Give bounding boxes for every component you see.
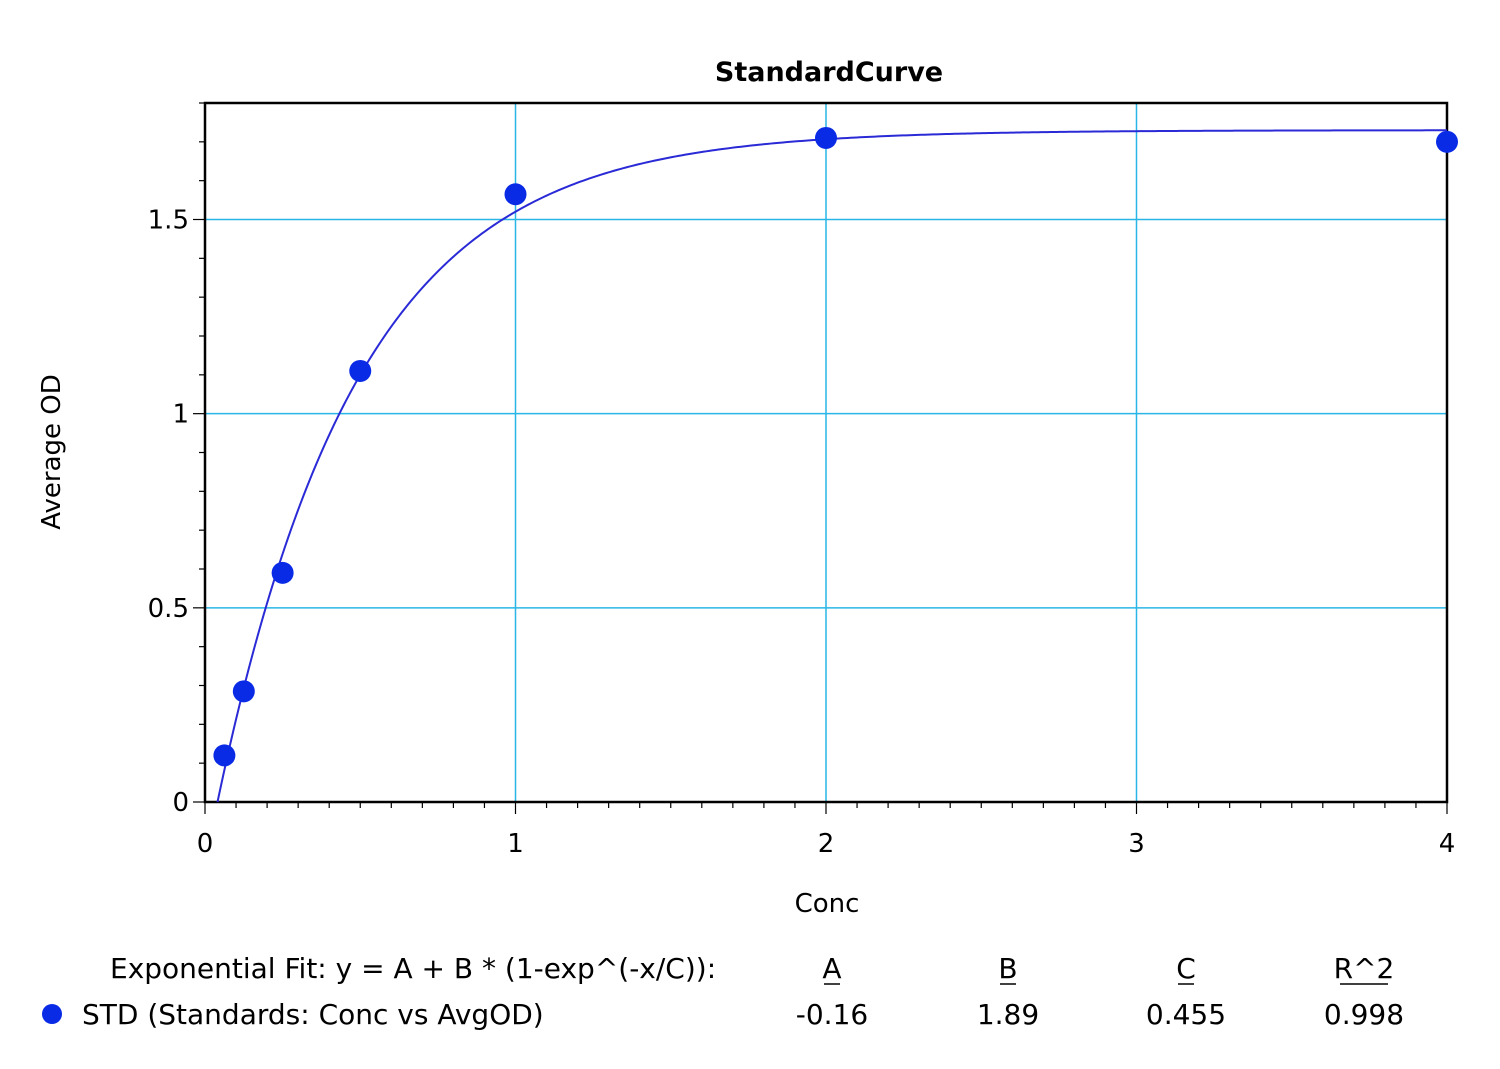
- fit-equation: Exponential Fit: y = A + B * (1-exp^(-x/…: [110, 952, 716, 985]
- data-points: [213, 126, 1458, 767]
- legend-series-label: STD (Standards: Conc vs AvgOD): [82, 998, 544, 1031]
- minor-ticks: [193, 102, 1448, 814]
- plot-area: [203, 101, 1449, 804]
- fit-curve: [216, 129, 1448, 803]
- y-tick-labels: 0 0.5 1 1.5: [148, 206, 189, 819]
- param-value: 0.455: [1146, 998, 1226, 1031]
- data-point: [504, 183, 527, 206]
- param-value: 1.89: [977, 998, 1039, 1031]
- param-header: C: [1176, 952, 1196, 985]
- legend-marker: [42, 1004, 62, 1024]
- chart-title: StandardCurve: [715, 57, 943, 88]
- x-tick-label: 4: [1439, 829, 1456, 859]
- param-value: 0.998: [1324, 998, 1404, 1031]
- y-axis-label: Average OD: [37, 374, 67, 530]
- param-value: -0.16: [796, 998, 868, 1031]
- data-point: [1436, 130, 1458, 153]
- param-header: A: [822, 952, 841, 985]
- x-tick-label: 0: [197, 829, 214, 859]
- x-tick-labels: 0 1 2 3 4: [197, 829, 1456, 859]
- y-tick-label: 1.5: [148, 206, 189, 236]
- x-axis-label: Conc: [795, 889, 860, 919]
- data-point: [232, 680, 255, 703]
- data-point: [349, 359, 372, 382]
- param-header: B: [998, 952, 1017, 985]
- param-header: R^2: [1334, 952, 1395, 985]
- y-tick-label: 0.5: [148, 594, 189, 624]
- grid: [205, 103, 1447, 802]
- fit-curve-group: [216, 129, 1448, 803]
- y-tick-label: 1: [172, 400, 189, 430]
- fit-parameter-headers: A B C R^2: [822, 952, 1394, 985]
- x-tick-label: 2: [818, 829, 835, 859]
- data-point: [815, 126, 837, 149]
- data-point: [271, 561, 294, 584]
- x-tick-label: 3: [1128, 829, 1145, 859]
- data-point: [213, 744, 236, 767]
- y-tick-label: 0: [172, 788, 189, 818]
- x-tick-label: 1: [507, 829, 524, 859]
- fit-parameter-values: -0.16 1.89 0.455 0.998: [796, 998, 1404, 1031]
